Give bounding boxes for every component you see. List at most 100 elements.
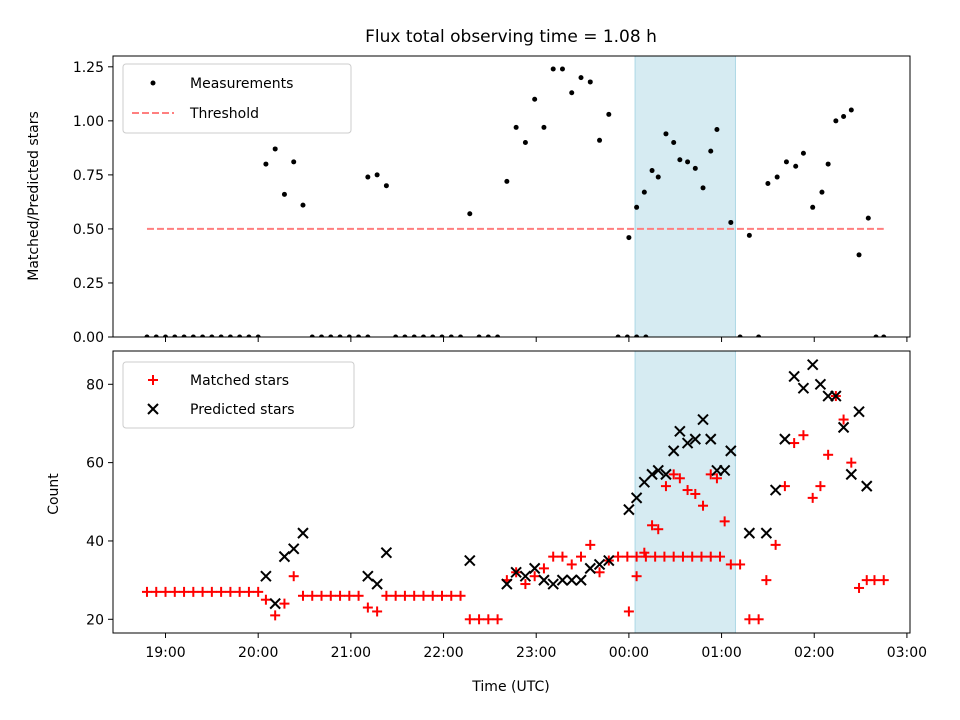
bottom-matched-stars-point — [260, 594, 271, 605]
top-measurements-point — [374, 172, 380, 178]
x-tick-label: 20:00 — [238, 645, 278, 661]
top-measurements-point — [411, 334, 417, 337]
top-measurements-point — [172, 334, 178, 337]
bottom-matched-stars-point — [711, 473, 722, 484]
top-measurements-point — [513, 124, 519, 130]
top-measurements-point — [708, 148, 714, 154]
bottom-matched-stars-point — [594, 567, 605, 578]
top-measurements-point — [606, 111, 612, 117]
top-measurements-point — [643, 334, 649, 337]
top-measurements-point — [263, 161, 269, 167]
top-measurements-point — [641, 189, 647, 195]
top-measurements-point — [856, 252, 862, 258]
top-measurements-point — [246, 334, 252, 337]
top-measurements-point — [218, 334, 224, 337]
top-measurements-point — [393, 334, 399, 337]
bottom-predicted-stars-point — [519, 570, 532, 582]
x-tick-label: 03:00 — [887, 645, 927, 661]
bottom-matched-stars-point — [179, 586, 190, 597]
bottom-matched-stars-point — [188, 586, 199, 597]
bottom-matched-stars-point — [455, 590, 466, 601]
bottom-predicted-stars-point — [623, 503, 635, 516]
top-measurements-point — [272, 146, 278, 152]
bottom-matched-stars-point — [197, 586, 208, 597]
top-measurements-point — [737, 334, 743, 337]
top-measurements-point — [624, 334, 630, 337]
bottom-matched-stars-point — [566, 559, 577, 570]
top-measurements-point — [532, 96, 538, 102]
top-measurements-point — [237, 334, 243, 337]
legend-predicted-label: Predicted stars — [190, 402, 295, 418]
bottom-matched-stars-point — [141, 586, 152, 597]
bottom-predicted-stars-point — [269, 597, 281, 610]
bottom-matched-stars-point — [344, 590, 355, 601]
legend-matched-marker — [148, 375, 158, 385]
bottom-matched-stars-point — [160, 586, 171, 597]
bottom-matched-stars-point — [427, 590, 438, 601]
top-measurements-point — [649, 168, 655, 174]
bottom-matched-stars-point — [234, 586, 245, 597]
bottom-predicted-stars-point — [575, 574, 587, 586]
top-measurements-point — [587, 79, 593, 85]
top-measurements-point — [714, 126, 720, 132]
top-measurements-point — [848, 107, 854, 113]
bottom-predicted-stars-point — [769, 484, 782, 496]
top-measurements-point — [300, 202, 306, 208]
top-y-tick-label: 0.50 — [73, 222, 104, 238]
bottom-predicted-stars-point — [760, 527, 773, 539]
top-measurements-point — [833, 118, 839, 124]
top-measurements-point — [328, 334, 334, 337]
top-measurements-point — [522, 139, 528, 145]
top-measurements-point — [728, 219, 734, 225]
top-measurements-point — [634, 204, 640, 210]
bottom-matched-stars-point — [353, 590, 364, 601]
bottom-predicted-stars-point — [278, 550, 291, 563]
top-measurements-point — [319, 334, 325, 337]
bottom-matched-stars-point — [372, 606, 383, 617]
bottom-matched-stars-point — [761, 575, 772, 586]
bottom-matched-stars-point — [668, 551, 679, 562]
bottom-predicted-stars-point — [464, 554, 476, 567]
legend-matched-label: Matched stars — [190, 373, 289, 389]
bottom-predicted-stars-point — [510, 566, 522, 578]
bottom-matched-stars-point — [243, 586, 254, 597]
bottom-predicted-stars-point — [584, 562, 596, 575]
top-measurements-point — [663, 131, 669, 137]
top-y-axis-label: Matched/Predicted stars — [26, 111, 42, 281]
top-measurements-point — [634, 334, 640, 337]
bottom-predicted-stars-point — [593, 558, 606, 571]
top-measurements-point — [402, 334, 408, 337]
bottom-matched-stars-point — [653, 524, 664, 535]
bottom-predicted-stars-point — [528, 562, 541, 575]
bottom-matched-stars-point — [307, 590, 318, 601]
bottom-matched-stars-point — [316, 590, 327, 601]
bottom-legend: Matched stars Predicted stars — [122, 361, 355, 429]
top-measurements-point — [700, 185, 706, 191]
top-measurements-point — [819, 189, 825, 195]
top-panel: 0.00 0.25 0.50 0.75 1.00 1.25 — [73, 55, 911, 346]
bottom-matched-stars-point — [659, 551, 670, 562]
bottom-matched-stars-point — [725, 559, 736, 570]
bottom-matched-stars-point — [815, 481, 826, 492]
bottom-matched-stars-point — [838, 414, 849, 425]
x-tick-label: 23:00 — [516, 645, 556, 661]
bottom-matched-stars-point — [474, 614, 485, 625]
top-measurements-point — [541, 124, 547, 130]
x-tick-label: 21:00 — [331, 645, 371, 661]
bottom-matched-stars-point — [483, 614, 494, 625]
bottom-matched-stars-point — [279, 598, 290, 609]
bottom-matched-stars-point — [409, 590, 420, 601]
top-measurements-point — [578, 75, 584, 81]
legend-measurements-marker — [150, 80, 156, 86]
bottom-predicted-stars-point — [779, 433, 791, 445]
top-measurements-point — [569, 90, 575, 96]
top-y-tick-label: 1.25 — [73, 60, 104, 76]
top-measurements-point — [255, 334, 261, 337]
bottom-panel: 20 40 60 80 19:00 20:00 21:00 22:00 23:00 00:00 01… — [86, 350, 927, 661]
bottom-matched-stars-point — [869, 575, 880, 586]
bottom-matched-stars-point — [253, 586, 264, 597]
bottom-matched-stars-point — [538, 563, 549, 574]
bottom-matched-stars-point — [705, 551, 716, 562]
bottom-matched-stars-point — [647, 520, 658, 531]
